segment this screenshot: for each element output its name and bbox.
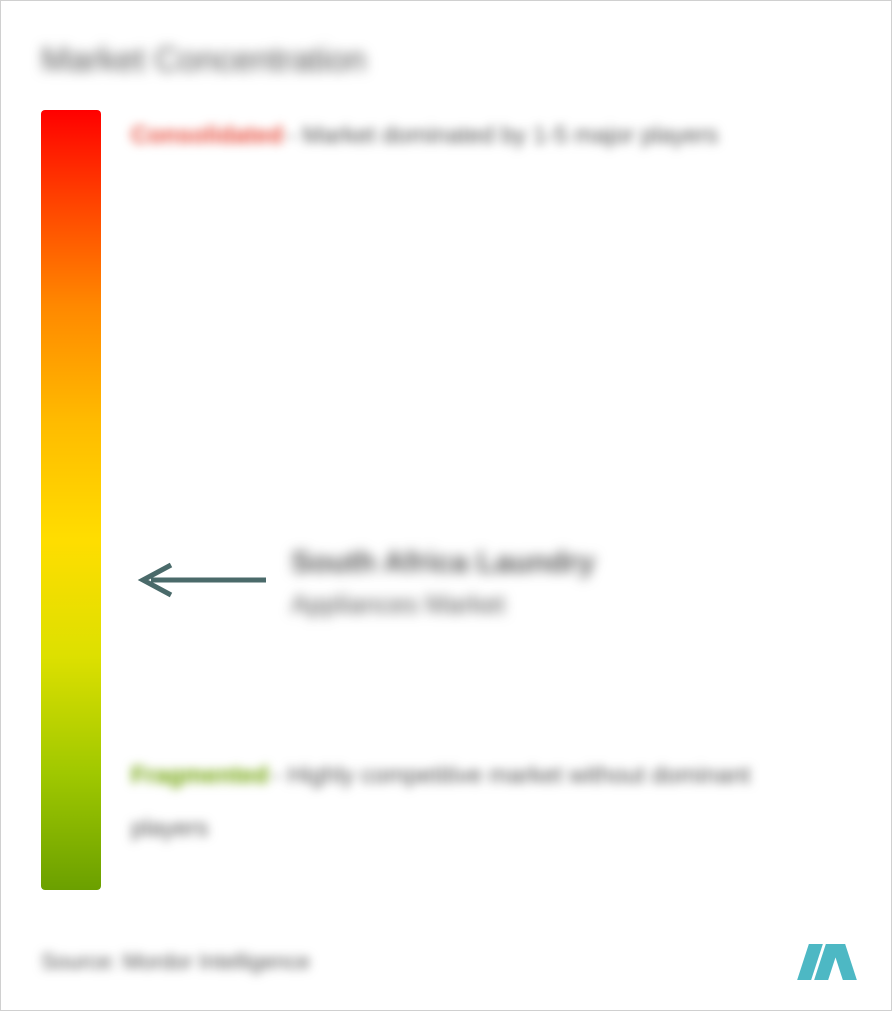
market-title-line1: South Africa Laundry [291,540,595,585]
consolidated-label: Consolidated - Market dominated by 1-5 m… [131,110,831,163]
content-area: Consolidated - Market dominated by 1-5 m… [41,110,851,910]
fragmented-label: Fragmented - Highly competitive market w… [131,750,831,856]
labels-column: Consolidated - Market dominated by 1-5 m… [131,110,851,910]
footer: Source: Mordor Intelligence [41,944,851,980]
source-text: Source: Mordor Intelligence [41,949,310,975]
consolidated-description: - Market dominated by 1-5 major players [287,122,718,149]
mordor-logo-icon [803,944,851,980]
fragmented-highlight: Fragmented [131,762,268,789]
market-title-line2: Appliances Market [291,585,595,624]
page-title: Market Concentration [41,41,851,80]
arrow-left-icon [131,560,271,605]
market-pointer-section: South Africa Laundry Appliances Market [131,540,595,624]
market-title: South Africa Laundry Appliances Market [291,540,595,624]
infographic-container: Market Concentration Consolidated - Mark… [0,0,892,1011]
concentration-gradient-bar [41,110,101,890]
consolidated-highlight: Consolidated [131,122,283,149]
